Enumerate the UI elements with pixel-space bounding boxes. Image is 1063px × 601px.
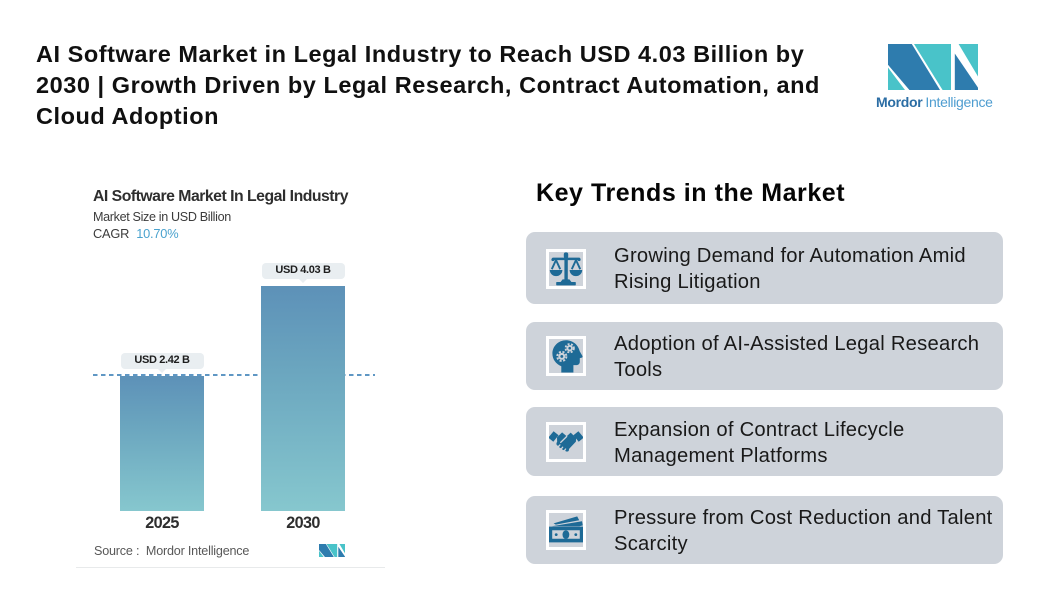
- trend-text: Adoption of AI-Assisted Legal Research T…: [614, 333, 980, 381]
- axis-label-2030: 2030: [286, 514, 320, 532]
- chart-bottom-divider: [76, 567, 385, 568]
- bar-value-label-2030: USD 4.03 B: [261, 263, 345, 283]
- handshake-icon: [546, 421, 586, 462]
- trends-heading: Key Trends in the Market: [536, 179, 846, 207]
- trend-card-cost-pressure: Pressure from Cost Reduction and Talent …: [526, 496, 1003, 564]
- cagr-value: 10.70%: [136, 226, 179, 241]
- page-title: AI Software Market in Legal Industry to …: [36, 41, 820, 129]
- bar-2030: [261, 285, 345, 511]
- chart-source: Source : Mordor Intelligence: [94, 544, 250, 558]
- bar-2025: [120, 375, 204, 511]
- brand-logo: Mordor Intelligence: [876, 44, 993, 110]
- brand-name-primary: Mordor: [876, 94, 923, 110]
- trend-card-contract-lifecycle: Expansion of Contract Lifecycle Manageme…: [526, 407, 1003, 476]
- mordor-logo-icon: [888, 44, 978, 90]
- cagr-label: CAGR: [93, 226, 130, 241]
- trend-text: Growing Demand for Automation Amid Risin…: [614, 245, 966, 293]
- bar-value-label-2025: USD 2.42 B: [120, 353, 204, 373]
- market-size-chart: AI Software Market In Legal Industry Mar…: [76, 170, 385, 568]
- chart-title: AI Software Market In Legal Industry: [93, 188, 349, 205]
- trend-card-automation: Growing Demand for Automation Amid Risin…: [526, 232, 1003, 304]
- axis-label-2025: 2025: [145, 514, 179, 532]
- reference-dashed-line: [92, 374, 375, 376]
- trend-text: Pressure from Cost Reduction and Talent …: [614, 507, 993, 555]
- source-logo-icon: [319, 544, 345, 558]
- scales-of-justice-icon: [546, 249, 586, 289]
- money-banknote-icon: [546, 510, 586, 550]
- trend-card-ai-research: Adoption of AI-Assisted Legal Research T…: [526, 322, 1003, 390]
- bar-plot: USD 2.42 B 2025 USD 4.03 B 2030: [76, 170, 385, 568]
- head-gears-icon: [546, 336, 586, 376]
- chart-subtitle: Market Size in USD Billion: [93, 210, 231, 224]
- trend-text: Expansion of Contract Lifecycle Manageme…: [614, 418, 905, 467]
- brand-name: Mordor Intelligence: [876, 94, 993, 110]
- brand-name-secondary: Intelligence: [925, 94, 993, 110]
- chart-cagr: CAGR 10.70%: [93, 226, 179, 242]
